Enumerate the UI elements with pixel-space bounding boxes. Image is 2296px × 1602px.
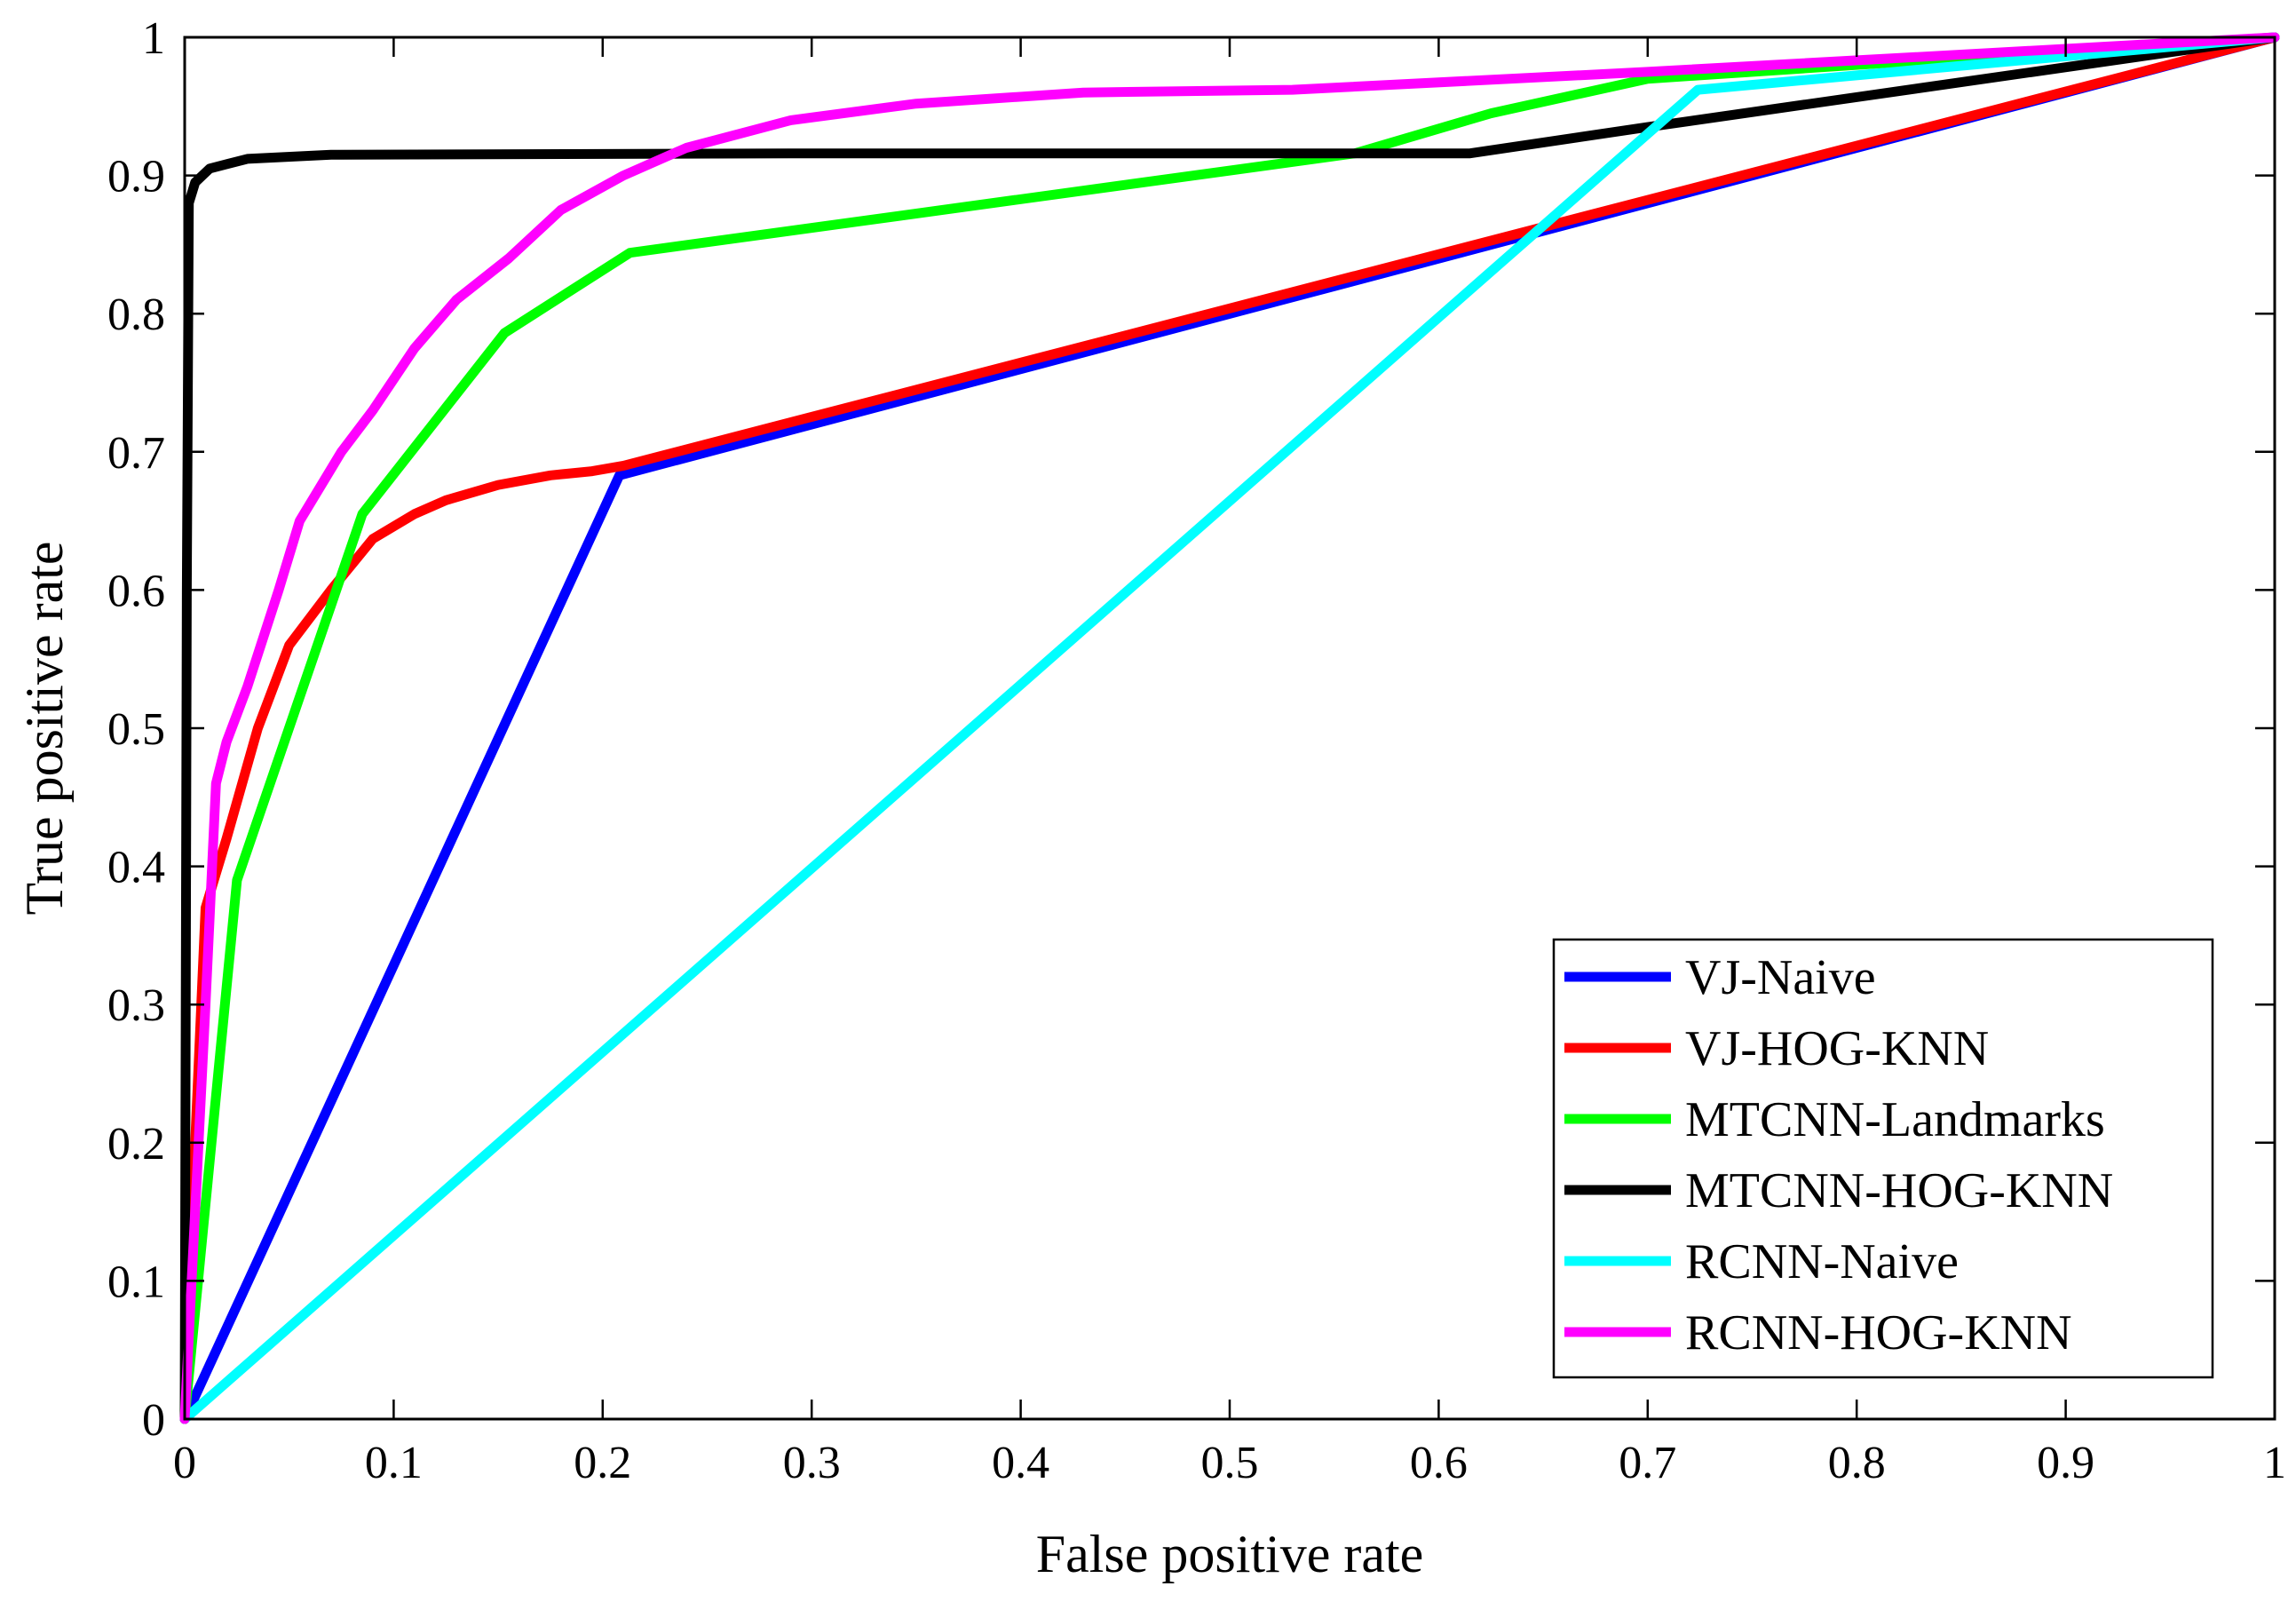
y-tick-label: 0.9 xyxy=(107,152,165,202)
x-tick-label: 0.2 xyxy=(574,1438,631,1488)
y-tick-label: 0.4 xyxy=(107,843,165,893)
y-tick-label: 0.1 xyxy=(107,1257,165,1307)
legend-items: VJ-Naive VJ-HOG-KNN MTCNN-Landmarks MTCNN-H… xyxy=(1564,950,2113,1360)
y-tick-label: 0.7 xyxy=(107,428,165,479)
x-tick-label: 0.1 xyxy=(365,1438,423,1488)
y-tick-label: 0 xyxy=(142,1395,165,1446)
series-line-3 xyxy=(179,32,2280,1424)
x-axis-title: False positive rate xyxy=(1036,1525,1424,1583)
legend-label-3: MTCNN-HOG-KNN xyxy=(1685,1163,2113,1218)
series-line-4 xyxy=(179,32,2280,1424)
series-line-2 xyxy=(179,32,2280,1424)
x-tick-label: 0.9 xyxy=(2037,1438,2094,1488)
y-tick-label: 0.5 xyxy=(107,704,165,755)
x-tick-label: 0.6 xyxy=(1410,1438,1468,1488)
x-tick-label: 1 xyxy=(2263,1438,2286,1488)
x-tick-label: 0.4 xyxy=(992,1438,1049,1488)
y-tick-label: 0.2 xyxy=(107,1119,165,1170)
x-tick-label: 0.5 xyxy=(1201,1438,1259,1488)
legend-label-5: RCNN-HOG-KNN xyxy=(1685,1305,2072,1360)
x-tick-label: 0 xyxy=(173,1438,196,1488)
x-tick-label: 0.8 xyxy=(1828,1438,1886,1488)
series-layer xyxy=(179,32,2280,1424)
series-line-5 xyxy=(179,32,2280,1424)
legend-label-1: VJ-HOG-KNN xyxy=(1685,1021,1989,1076)
legend: VJ-Naive VJ-HOG-KNN MTCNN-Landmarks MTCNN-H… xyxy=(1552,938,2214,1379)
x-tick-label: 0.7 xyxy=(1619,1438,1676,1488)
y-tick-label: 0.6 xyxy=(107,566,165,616)
y-tick-label: 0.3 xyxy=(107,980,165,1031)
legend-label-4: RCNN-Naive xyxy=(1685,1234,1959,1289)
x-tick-label: 0.3 xyxy=(783,1438,841,1488)
legend-box xyxy=(1552,938,2214,1379)
y-tick-label: 1 xyxy=(142,13,165,64)
legend-label-0: VJ-Naive xyxy=(1685,950,1876,1005)
x-tick-labels: 0 0.1 0.2 0.3 0.4 0.5 0.6 0.7 0.8 0.9 1 xyxy=(173,1438,2286,1488)
legend-label-2: MTCNN-Landmarks xyxy=(1685,1092,2105,1147)
y-tick-labels: 0 0.1 0.2 0.3 0.4 0.5 0.6 0.7 0.8 0.9 1 xyxy=(107,13,165,1446)
ticks-layer xyxy=(183,36,2276,1421)
y-tick-label: 0.8 xyxy=(107,289,165,340)
y-axis-title: True positive rate xyxy=(15,541,74,915)
